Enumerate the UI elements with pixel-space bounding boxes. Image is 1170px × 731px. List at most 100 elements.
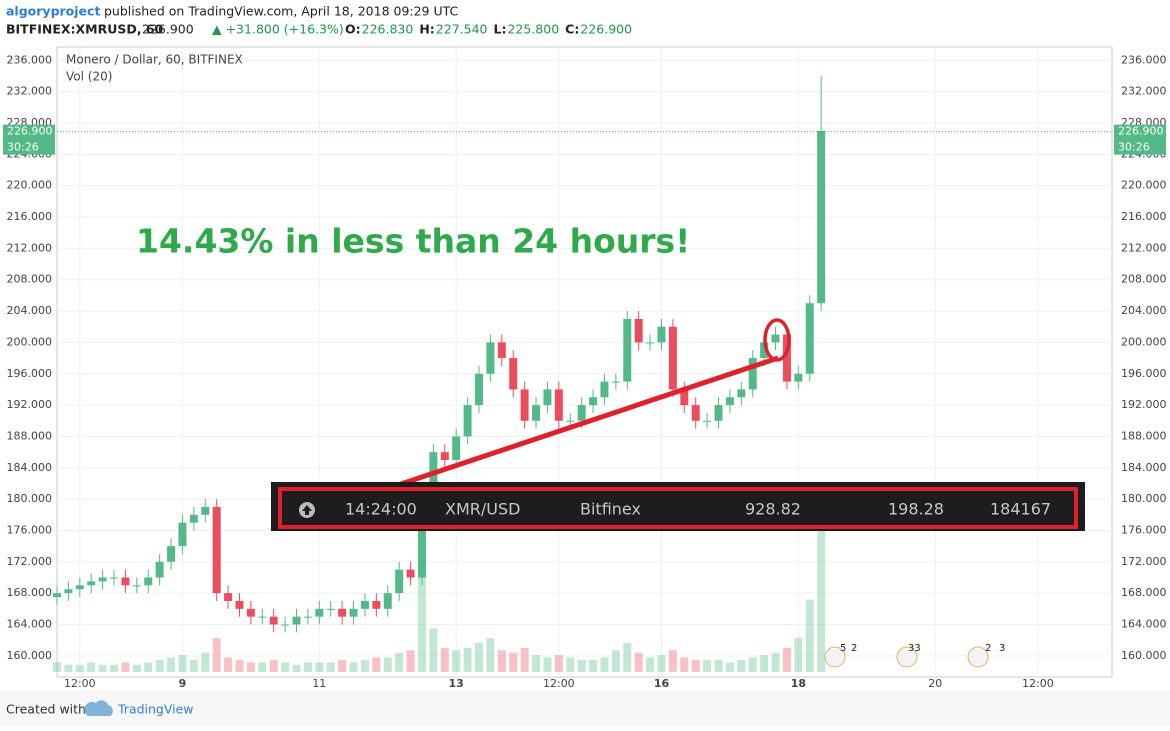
footer-brand[interactable]: TradingView <box>117 702 194 717</box>
candle-body <box>623 318 632 382</box>
ticker-border <box>278 487 1078 529</box>
candle-body <box>167 546 176 562</box>
volume-bar <box>520 647 529 672</box>
candle-body <box>497 342 506 359</box>
candle-body <box>281 624 290 626</box>
volume-bar <box>110 664 119 672</box>
axes: 160.000 160.000 164.000 164.000 168.000 168.0… <box>3 53 1167 690</box>
volume-bar <box>794 638 803 672</box>
candle-body <box>475 373 483 406</box>
candle-body <box>417 499 426 578</box>
candle-body <box>224 593 233 601</box>
footer-created: Created with <box>6 702 86 717</box>
candle-body <box>383 593 392 609</box>
volume-bar <box>395 652 404 672</box>
volume-bar <box>509 652 518 672</box>
ticker: 14:24:00 XMR/USD Bitfinex 928.82 198.28 18416… <box>345 500 1051 519</box>
candle-body <box>258 616 267 618</box>
y-tick-label-right: 204.000 <box>1121 304 1167 317</box>
candle-body <box>554 389 563 421</box>
volume-bar <box>303 662 312 672</box>
candle-body <box>144 577 153 586</box>
y-tick-label-right: 220.000 <box>1121 179 1167 192</box>
candle-body <box>486 342 495 374</box>
volume-bar <box>554 655 563 672</box>
volume-bar <box>64 664 73 672</box>
y-tick-label: 192.000 <box>7 398 53 411</box>
y-tick-label-right: 168.000 <box>1121 586 1167 599</box>
volume-bar <box>75 664 84 672</box>
y-tick-label: 160.000 <box>7 649 53 662</box>
volume-bar <box>155 659 164 672</box>
countdown: 30:26 <box>1118 141 1150 154</box>
last-price-box <box>3 124 55 155</box>
volume-bar <box>189 659 198 672</box>
volume-bar <box>771 652 780 672</box>
y-tick-label: 216.000 <box>7 210 53 223</box>
event-label: 2 <box>851 643 857 654</box>
candle-body <box>589 397 598 406</box>
last-price-label: 226.900 <box>7 125 53 138</box>
candle-body <box>64 589 73 594</box>
ohlc-value: 227.540 <box>436 22 488 37</box>
volume-bar <box>486 638 495 672</box>
y-tick-label-right: 208.000 <box>1121 273 1167 286</box>
volume-bar <box>691 659 700 672</box>
volume-bar <box>383 657 392 672</box>
y-tick-label: 204.000 <box>7 304 53 317</box>
volume-bar <box>463 647 472 672</box>
volume-bar <box>144 662 153 672</box>
event-label: 33 <box>908 643 921 654</box>
y-tick-label: 176.000 <box>7 523 53 536</box>
logo <box>84 700 113 716</box>
candle-body <box>509 358 518 390</box>
volume-bar <box>360 659 369 672</box>
y-tick-label-right: 200.000 <box>1121 335 1167 348</box>
ohlc-value: 226.830 <box>362 22 414 37</box>
y-tick-label-right: 232.000 <box>1121 85 1167 98</box>
volume-bar <box>657 655 666 672</box>
x-tick-label: 11 <box>312 677 326 690</box>
y-tick-label-right: 188.000 <box>1121 429 1167 442</box>
candle-body <box>634 318 643 343</box>
volume-bar <box>543 657 552 672</box>
x-tick-label: 9 <box>179 677 187 690</box>
annotation: 14.43% in less than 24 hours! <box>136 222 690 261</box>
event-flag <box>967 646 989 668</box>
volume-bar <box>805 599 814 672</box>
candle-body <box>372 600 381 609</box>
volume-bar <box>235 659 244 672</box>
y-tick-label: 212.000 <box>7 241 53 254</box>
candle-body <box>646 342 655 344</box>
author[interactable]: algoryproject <box>6 4 100 19</box>
candle-body <box>132 585 141 587</box>
ticker-field: 198.28 <box>888 500 944 519</box>
candle-body <box>463 405 472 437</box>
ohlc-label: C: <box>565 22 579 37</box>
y-tick-label-right: 192.000 <box>1121 398 1167 411</box>
candle-body <box>338 608 347 617</box>
volume-bar <box>577 659 586 672</box>
volume-bar <box>589 659 598 672</box>
volume-bar <box>623 643 632 672</box>
event-label: 3 <box>999 643 1005 654</box>
symbol: BITFINEX:XMRUSD, 60 <box>6 22 164 37</box>
volume-bar <box>782 647 791 672</box>
candle-body <box>98 577 107 582</box>
volume-bar <box>634 652 643 672</box>
volume-bar <box>224 657 233 672</box>
volume-bar <box>178 655 187 672</box>
y-tick-label: 168.000 <box>7 586 53 599</box>
candle-body <box>657 326 666 343</box>
candle-body <box>87 581 96 586</box>
volume <box>53 527 826 672</box>
volume-bar <box>475 643 483 672</box>
candle-body <box>703 420 712 422</box>
y-tick-label-right: 160.000 <box>1121 649 1167 662</box>
candle-body <box>121 577 130 586</box>
candle-body <box>53 593 61 598</box>
candle-body <box>395 569 404 594</box>
candle-body <box>600 381 609 398</box>
volume-bar <box>703 659 712 672</box>
volume-bar <box>737 659 746 672</box>
